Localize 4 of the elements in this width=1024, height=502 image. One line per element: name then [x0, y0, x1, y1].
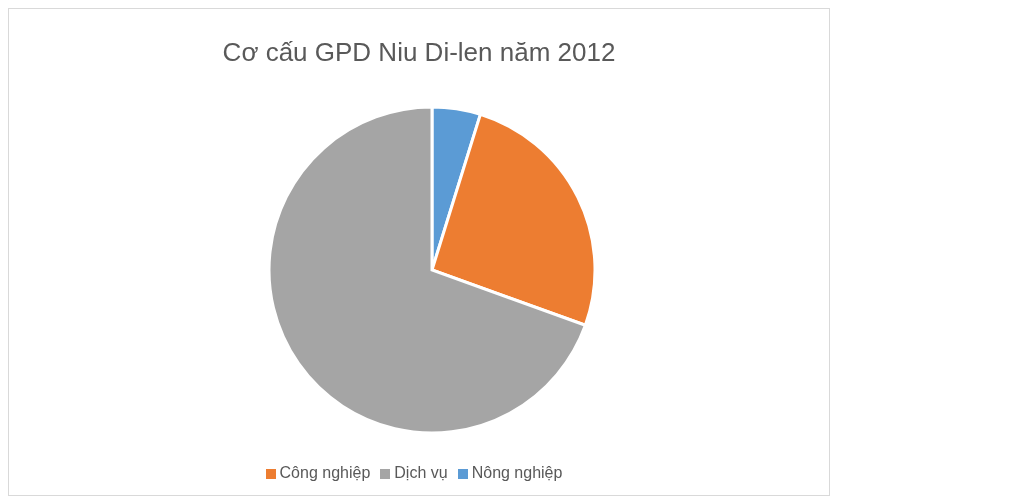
legend-label: Nông nghiệp	[471, 464, 563, 481]
chart-title: Cơ cấu GPD Niu Di-len năm 2012	[221, 36, 617, 69]
legend-label: Dịch vụ	[394, 464, 448, 481]
legend-label: Công nghiệp	[279, 464, 371, 481]
